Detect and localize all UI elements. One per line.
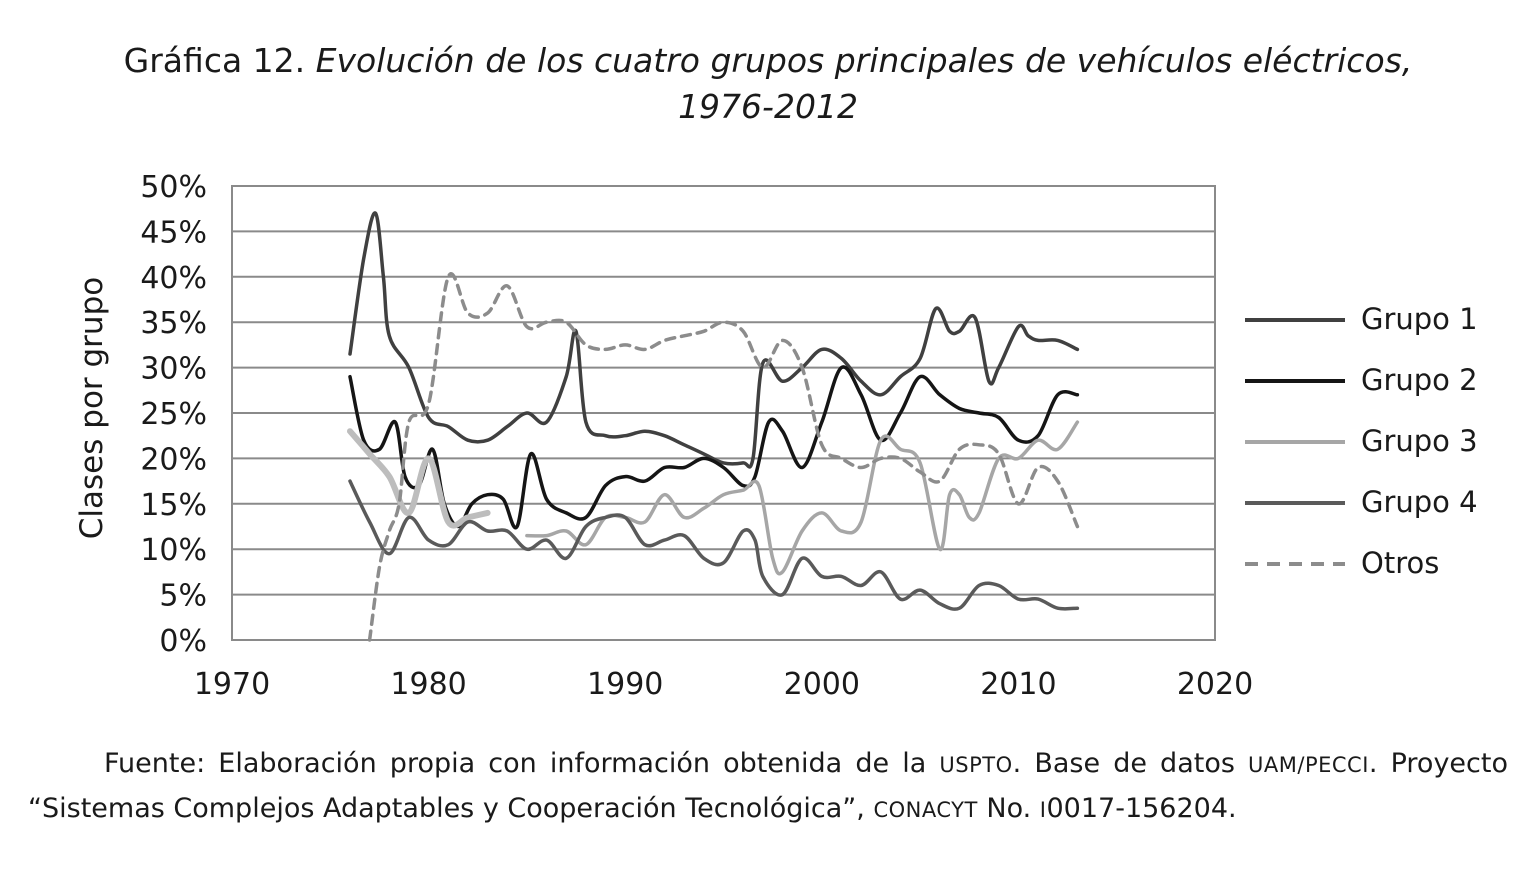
y-axis-label: Clases por grupo — [74, 277, 110, 539]
legend-label-grupo-1: Grupo 1 — [1361, 302, 1478, 336]
x-tick-label: 1990 — [587, 667, 663, 702]
title-italic-line2: 1976-2012 — [678, 87, 858, 126]
caption-uspto: USPTO — [939, 753, 1013, 777]
caption-text-3: . Proyecto “Sistemas Complejos Adaptable… — [28, 748, 1508, 824]
caption-text-5: 0017-156204. — [1046, 793, 1237, 824]
source-caption: Fuente: Elaboración propia con informaci… — [28, 742, 1508, 832]
caption-text-1: Fuente: Elaboración propia con informaci… — [104, 748, 940, 779]
title-italic-line1: Evolución de los cuatro grupos principal… — [315, 41, 1413, 80]
x-tick-label: 2020 — [1177, 667, 1253, 702]
y-tick-label: 50% — [140, 170, 207, 205]
y-tick-label: 25% — [140, 397, 207, 432]
legend-label-grupo-2: Grupo 2 — [1361, 363, 1478, 397]
y-tick-label: 30% — [140, 352, 207, 387]
y-tick-label: 40% — [140, 261, 207, 296]
series-line-otros — [367, 272, 1080, 642]
y-tick-label: 10% — [140, 533, 207, 568]
series-line-grupo-3-inicio — [347, 428, 491, 529]
y-tick-label: 45% — [140, 215, 207, 250]
y-tick-label: 0% — [159, 624, 207, 659]
y-tick-label: 20% — [140, 442, 207, 477]
series-line-grupo-4 — [348, 479, 1080, 611]
caption-text-4: No. — [977, 793, 1040, 824]
caption-id-prefix: I — [1039, 798, 1047, 822]
chart-title: Gráfica 12. Evolución de los cuatro grup… — [0, 38, 1536, 130]
y-tick-label: 35% — [140, 306, 207, 341]
x-tick-label: 2000 — [784, 667, 860, 702]
caption-uam-pecci: UAM/PECCI — [1248, 753, 1369, 777]
series-line-grupo-1 — [348, 211, 1080, 469]
legend-label-otros: Otros — [1361, 546, 1439, 580]
x-tick-label: 1970 — [194, 667, 270, 702]
caption-text-2: . Base de datos — [1012, 748, 1249, 779]
legend-label-grupo-4: Grupo 4 — [1361, 485, 1478, 519]
series-line-grupo-3 — [525, 420, 1080, 576]
legend-label-grupo-3: Grupo 3 — [1361, 424, 1478, 458]
title-prefix: Gráfica 12. — [123, 41, 306, 80]
x-tick-label: 1980 — [390, 667, 466, 702]
x-tick-label: 2010 — [980, 667, 1056, 702]
y-tick-label: 15% — [140, 488, 207, 523]
caption-conacyt: CONACYT — [873, 798, 978, 822]
y-tick-label: 5% — [159, 579, 207, 614]
